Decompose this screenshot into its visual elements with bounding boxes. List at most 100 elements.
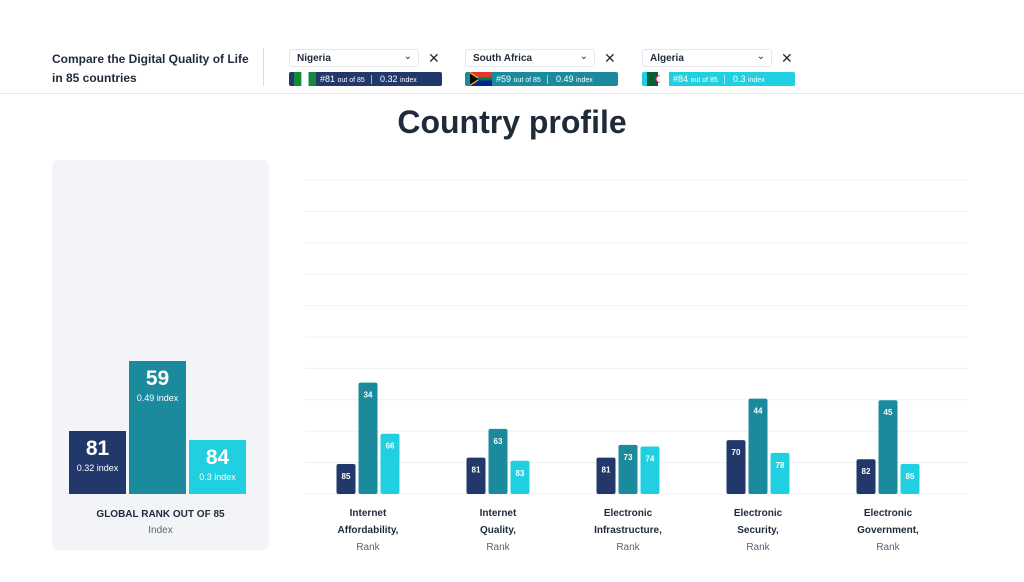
bar-value-label: 66 xyxy=(386,442,395,451)
bar xyxy=(380,433,400,494)
global-bar-nigeria: 81 0.32 index xyxy=(69,431,126,494)
country-summary-nigeria: #81 out of 85 0.32 index xyxy=(289,72,442,86)
country-select-value: Algeria xyxy=(650,53,684,64)
bar xyxy=(900,464,920,494)
global-rank-label: GLOBAL RANK OUT OF 85 xyxy=(96,509,225,520)
close-icon[interactable]: ✕ xyxy=(428,50,440,66)
index-suffix: index xyxy=(576,77,593,84)
category-sub-label: Rank xyxy=(356,542,380,553)
index-number: 0.49 xyxy=(556,74,574,84)
category-label-line: Electronic xyxy=(603,508,653,519)
algeria-flag-icon xyxy=(647,72,669,86)
category-label: Electronic Security, Rank xyxy=(703,505,813,556)
country-summary-south-africa: #59 out of 85 0.49 index xyxy=(465,72,618,86)
rank-number: #84 xyxy=(673,74,689,84)
rank-number: #59 xyxy=(496,74,512,84)
bar xyxy=(878,400,898,494)
category-sub-label: Rank xyxy=(746,542,770,553)
chevron-down-icon: ⌄ xyxy=(579,51,588,62)
index-suffix: index xyxy=(400,77,417,84)
bar xyxy=(488,428,508,494)
chevron-down-icon: ⌄ xyxy=(403,51,412,62)
bar xyxy=(748,398,768,494)
bar xyxy=(770,452,790,494)
bar-value-label: 63 xyxy=(494,437,503,446)
category-label-line: Internet xyxy=(479,508,517,519)
country-picker-algeria: Algeria ⌄ ✕ #84 out of 85 0.3 index xyxy=(642,49,820,87)
bar-value-label: 81 xyxy=(602,466,611,475)
bar xyxy=(726,440,746,494)
index-number: 0.3 xyxy=(733,74,746,84)
country-select-algeria[interactable]: Algeria ⌄ xyxy=(642,49,772,67)
rank-suffix: out of 85 xyxy=(337,77,365,84)
category-label-line: Government, xyxy=(857,525,919,536)
rank-suffix: out of 85 xyxy=(513,77,541,84)
country-select-value: Nigeria xyxy=(297,53,331,64)
category-label: Internet Quality, Rank xyxy=(443,505,553,556)
bar xyxy=(358,382,378,494)
rank-suffix: out of 85 xyxy=(690,77,718,84)
category-label-line: Quality, xyxy=(480,525,516,536)
global-index-value: 0.49 index xyxy=(136,393,179,403)
summary-divider xyxy=(371,75,372,84)
bar xyxy=(856,459,876,494)
nigeria-flag-icon xyxy=(294,72,316,86)
header-divider xyxy=(263,48,264,86)
rank-value: #84 out of 85 xyxy=(673,74,718,84)
category-label: Electronic Government, Rank xyxy=(833,505,943,556)
global-index-value: 0.32 index xyxy=(76,463,119,473)
category-label-line: Security, xyxy=(737,525,779,536)
global-index-value: 0.3 index xyxy=(199,472,236,482)
index-number: 0.32 xyxy=(380,74,398,84)
bar-value-label: 73 xyxy=(624,453,633,462)
category-label: Internet Affordability, Rank xyxy=(313,505,423,556)
country-select-south-africa[interactable]: South Africa ⌄ xyxy=(465,49,595,67)
category-label-line: Affordability, xyxy=(337,525,399,536)
global-bar-south-africa: 59 0.49 index xyxy=(129,361,186,494)
country-picker-nigeria: Nigeria ⌄ ✕ #81 out of 85 0.32 index xyxy=(289,49,467,87)
category-label: Electronic Infrastructure, Rank xyxy=(573,505,683,556)
country-select-value: South Africa xyxy=(473,53,533,64)
close-icon[interactable]: ✕ xyxy=(604,50,616,66)
bar xyxy=(510,460,530,494)
bar-value-label: 45 xyxy=(884,408,893,417)
category-label-line: Electronic xyxy=(863,508,913,519)
category-sub-label: Rank xyxy=(876,542,900,553)
bar-value-label: 34 xyxy=(364,391,373,400)
close-icon[interactable]: ✕ xyxy=(781,50,793,66)
bar xyxy=(640,446,660,494)
bar-value-label: 82 xyxy=(862,467,871,476)
bar-value-label: 85 xyxy=(906,472,915,481)
global-rank-value: 84 xyxy=(205,446,230,469)
index-value: 0.3 index xyxy=(733,74,765,84)
country-select-nigeria[interactable]: Nigeria ⌄ xyxy=(289,49,419,67)
rank-value: #81 out of 85 xyxy=(320,74,365,84)
index-value: 0.49 index xyxy=(556,74,593,84)
bar-value-label: 83 xyxy=(516,469,525,478)
summary-divider xyxy=(724,75,725,84)
bar-value-label: 44 xyxy=(754,407,763,416)
chevron-down-icon: ⌄ xyxy=(756,51,765,62)
rank-value: #59 out of 85 xyxy=(496,74,541,84)
rank-number: #81 xyxy=(320,74,336,84)
category-label-line: Infrastructure, xyxy=(594,525,662,536)
south-africa-flag-icon xyxy=(470,72,492,86)
index-value: 0.32 index xyxy=(380,74,417,84)
index-suffix: index xyxy=(748,77,765,84)
category-sub-label: Rank xyxy=(486,542,510,553)
bar xyxy=(618,444,638,494)
global-rank-card: 81 0.32 index 59 0.49 index 84 0.3 index… xyxy=(52,160,269,550)
bar xyxy=(596,457,616,494)
country-summary-algeria: #84 out of 85 0.3 index xyxy=(642,72,795,86)
bar-value-label: 85 xyxy=(342,472,351,481)
global-rank-value: 81 xyxy=(85,437,110,460)
header: Compare the Digital Quality of Life in 8… xyxy=(0,0,1024,94)
country-picker-south-africa: South Africa ⌄ ✕ #59 out of 85 0.49 inde… xyxy=(465,49,643,87)
bar-value-label: 74 xyxy=(646,454,655,463)
page-title: Country profile xyxy=(397,104,627,140)
bar-value-label: 70 xyxy=(732,448,741,457)
category-label-line: Electronic xyxy=(733,508,783,519)
category-sub-label: Rank xyxy=(616,542,640,553)
bar xyxy=(466,457,486,494)
